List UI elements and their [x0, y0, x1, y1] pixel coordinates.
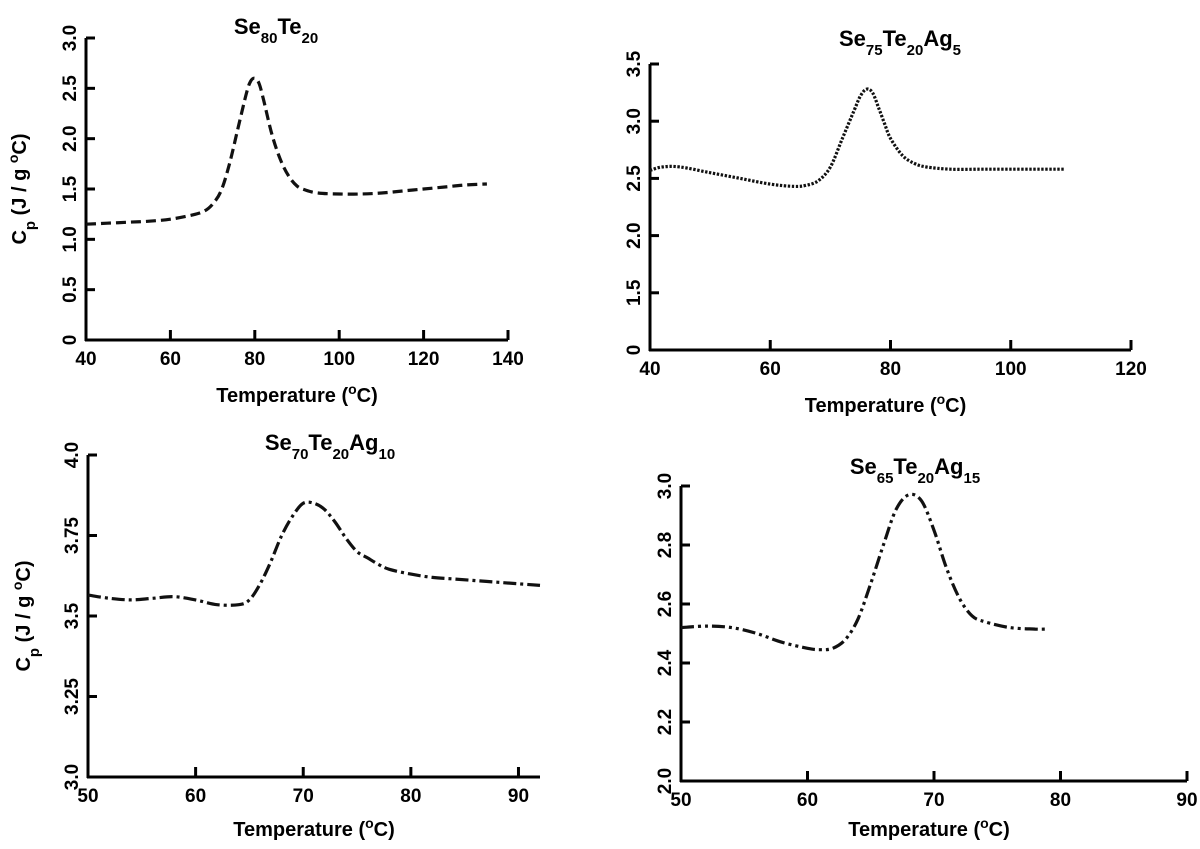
x-tick-label: 70: [923, 790, 944, 811]
y-tick-label: 2.4: [655, 649, 676, 676]
y-tick-label: 2.5: [60, 75, 81, 102]
chart-title: Se70Te20Ag10: [265, 430, 395, 463]
chart-se80te20: 40 60 80 100 120 140 0 0.5 1.0 1.5 2.0 2.5 3.0 Se80Te…: [5, 14, 524, 407]
x-tick-label: 60: [160, 349, 181, 370]
x-tick-label: 60: [760, 359, 781, 380]
y-axis-title: Cp (J / g oC): [9, 560, 43, 671]
x-tick-label: 40: [639, 359, 660, 380]
x-tick-label: 140: [492, 349, 524, 370]
chart-title: Se75Te20Ag5: [839, 26, 961, 59]
chart-title: Se65Te20Ag15: [850, 454, 980, 487]
y-tick-label: 2.6: [655, 591, 676, 617]
x-axis-title: Temperature (oC): [848, 815, 1010, 841]
x-tick-label: 120: [408, 349, 440, 370]
y-tick-label: 0.5: [60, 276, 81, 303]
cp-curve-2-0: [87, 500, 541, 607]
y-tick-label: 3.75: [62, 517, 83, 554]
x-tick-label: 100: [995, 359, 1027, 380]
x-tick-label: 70: [293, 786, 314, 807]
y-tick-label: 3.5: [62, 602, 83, 629]
x-tick-label: 60: [797, 790, 818, 811]
y-tick-label: 1.5: [624, 279, 645, 306]
y-tick-label: 2.2: [655, 709, 676, 735]
y-tick-label: 3.5: [624, 50, 645, 77]
x-axis-title: Temperature (oC): [233, 815, 395, 841]
x-tick-label: 80: [400, 786, 421, 807]
x-tick-label: 100: [323, 349, 355, 370]
chart-se75te20ag5: 40 60 80 100 120 0 1.5 2.0 2.5 3.0 3.5 Se75Te20Ag5 T…: [624, 26, 1147, 417]
y-tick-label: 1.0: [60, 226, 81, 252]
y-tick-label: 3.0: [60, 25, 81, 51]
y-tick-label: 2.0: [60, 125, 81, 151]
chart-title: Se80Te20: [234, 14, 318, 47]
y-tick-label: 0: [60, 335, 81, 346]
x-axis-title: Temperature (oC): [805, 391, 967, 417]
x-tick-label: 120: [1115, 359, 1147, 380]
x-tick-label: 60: [185, 786, 206, 807]
y-tick-label: 3.25: [62, 678, 83, 715]
x-tick-label: 40: [75, 349, 96, 370]
y-tick-label: 2.8: [655, 532, 676, 558]
x-tick-label: 90: [1176, 790, 1197, 811]
cp-curve-0-0: [85, 76, 487, 226]
cp-curve-3-0: [680, 492, 1048, 652]
x-tick-label: 50: [670, 790, 691, 811]
y-tick-label: 4.0: [62, 442, 83, 468]
x-tick-label: 80: [880, 359, 901, 380]
y-tick-label: 3.0: [655, 473, 676, 499]
y-tick-label: 1.5: [60, 175, 81, 202]
x-axis-title: Temperature (oC): [216, 381, 378, 407]
y-tick-label: 3.0: [62, 764, 83, 790]
y-tick-label: 2.0: [624, 222, 645, 248]
x-tick-label: 80: [1050, 790, 1071, 811]
y-tick-label: 2.5: [624, 165, 645, 192]
cp-curve-1-0: [649, 87, 1065, 189]
chart-se65te20ag15: 50 60 70 80 90 2.0 2.2 2.4 2.6 2.8 3.0 Se65Te20Ag15…: [655, 454, 1198, 841]
x-tick-label: 50: [77, 786, 98, 807]
y-tick-label: 0: [624, 345, 645, 356]
x-tick-label: 80: [244, 349, 265, 370]
chart-se70te20ag10: 50 60 70 80 90 3.0 3.25 3.5 3.75 4.0 Se70Te20Ag10 T…: [9, 430, 541, 841]
x-tick-label: 90: [508, 786, 529, 807]
y-axis-title: Cp (J / g oC): [5, 133, 39, 244]
y-tick-label: 2.0: [655, 768, 676, 794]
y-tick-label: 3.0: [624, 108, 645, 134]
